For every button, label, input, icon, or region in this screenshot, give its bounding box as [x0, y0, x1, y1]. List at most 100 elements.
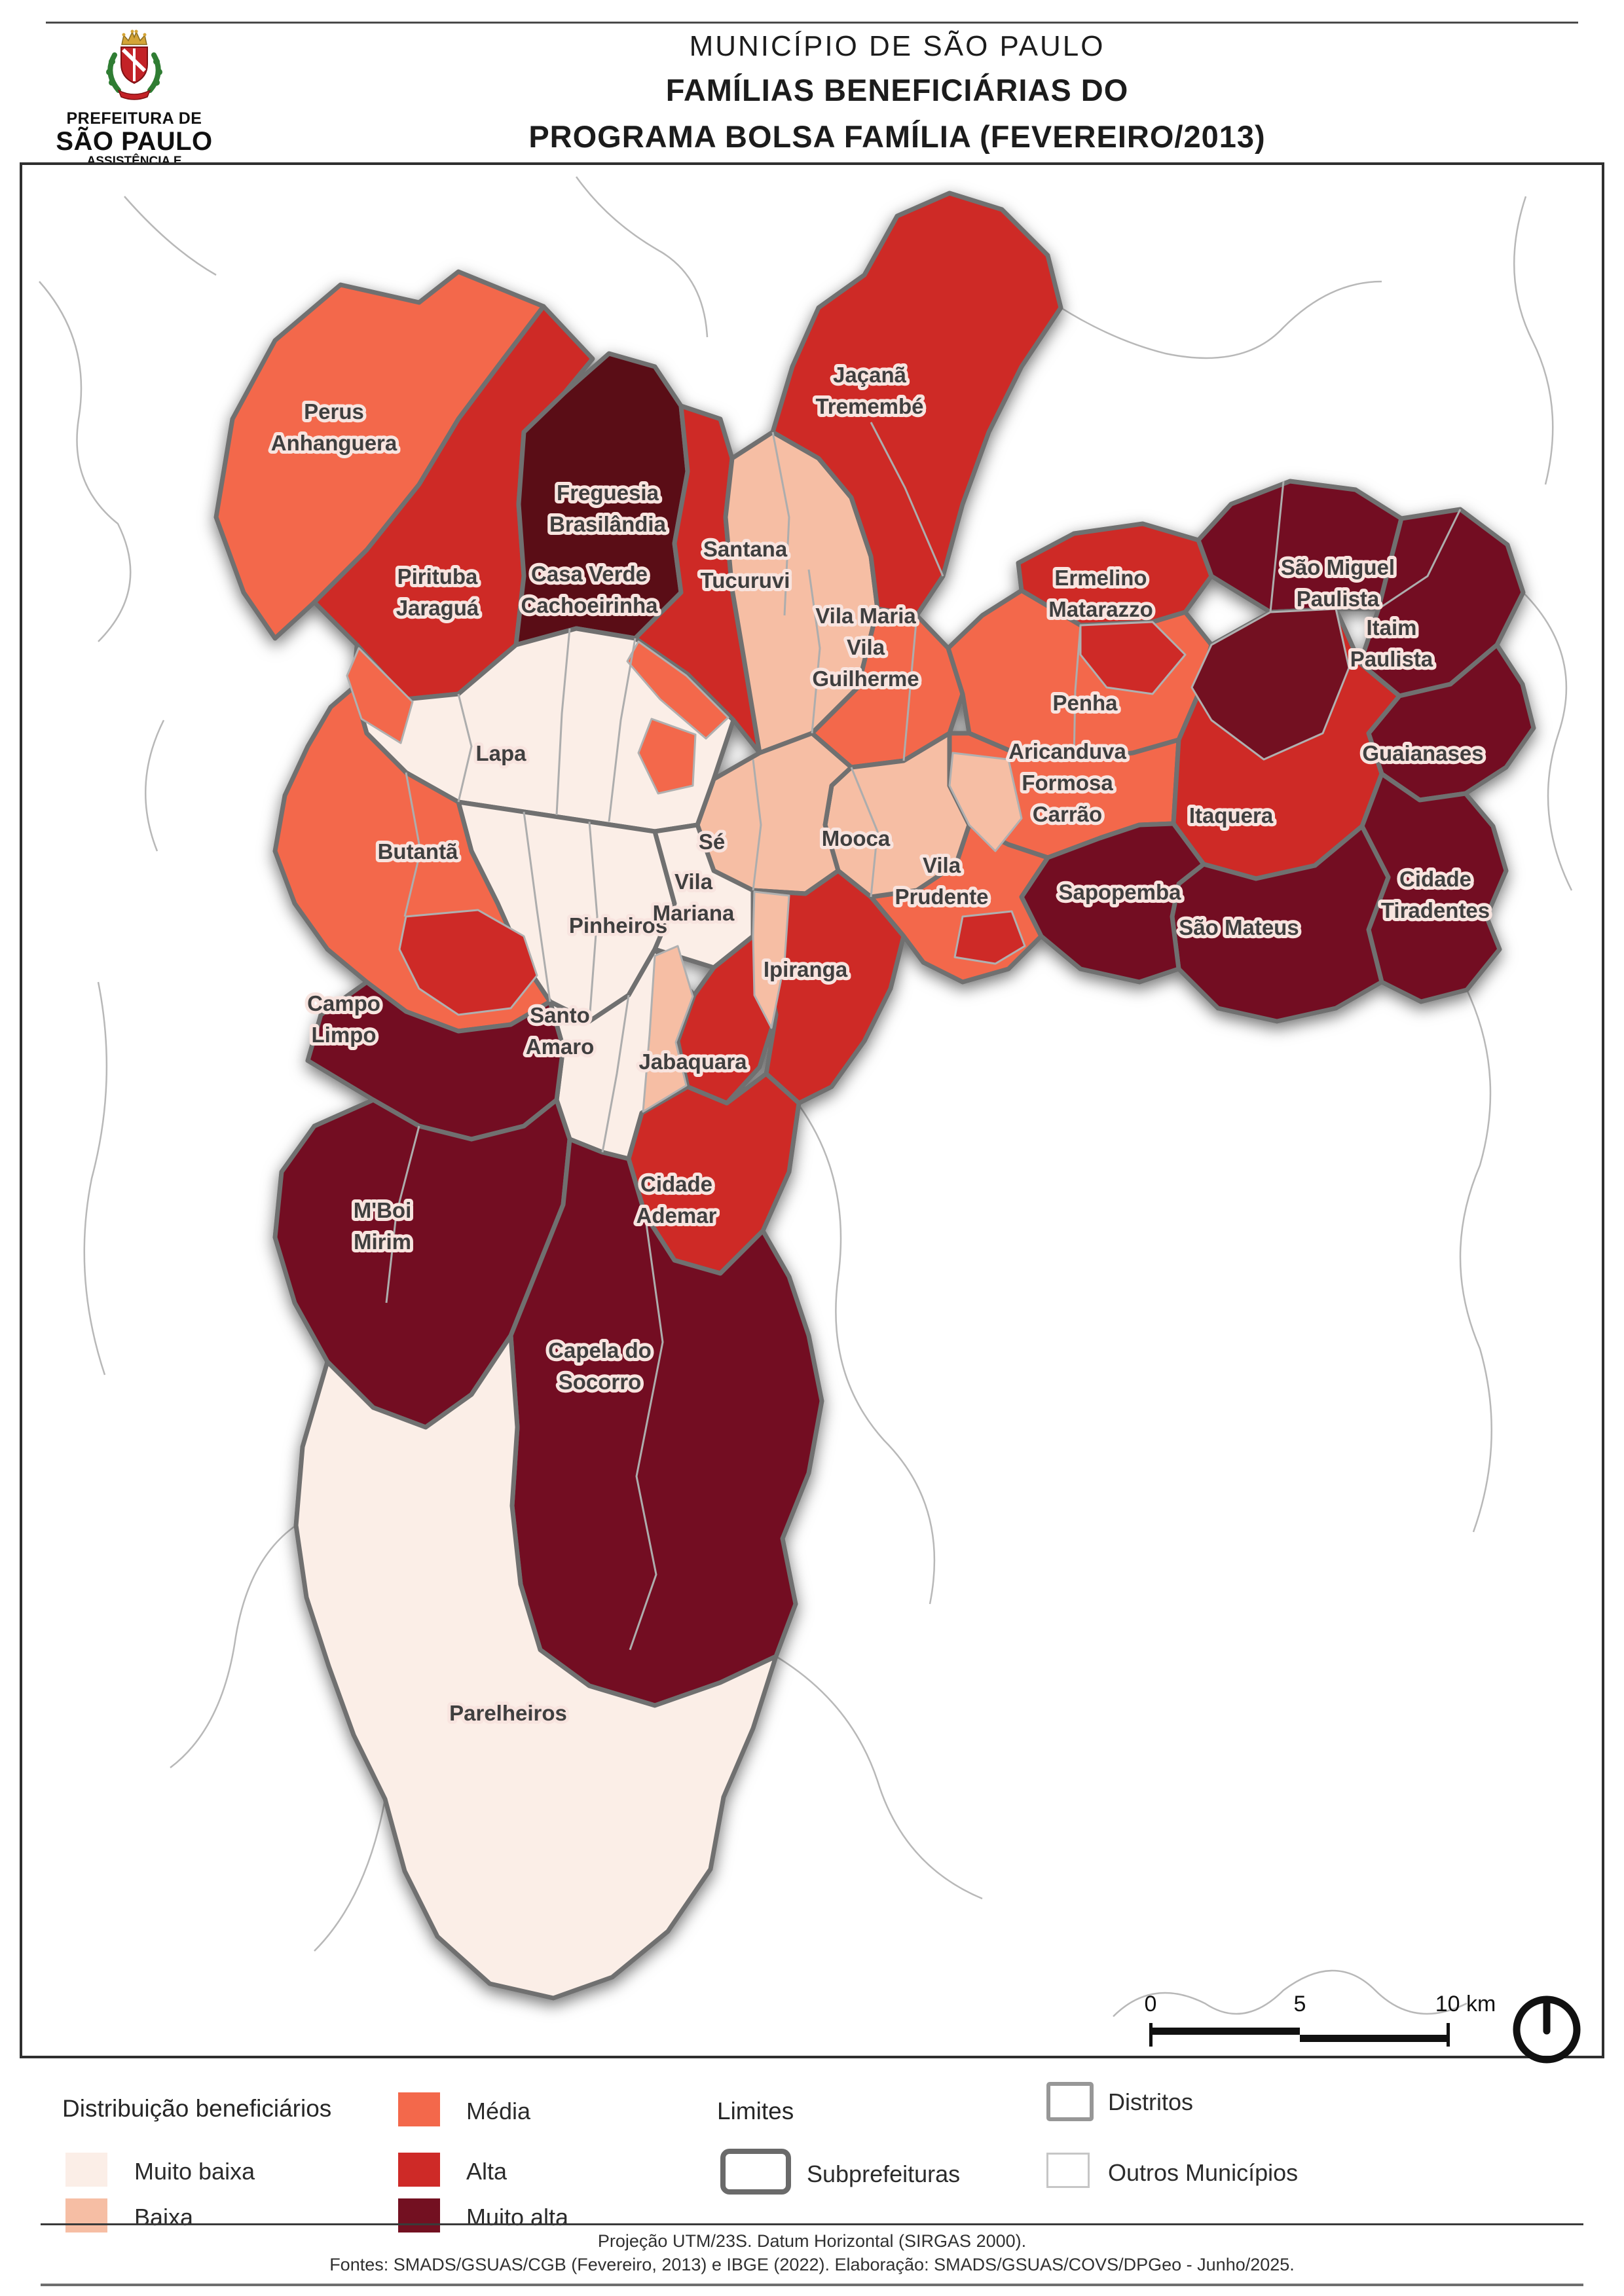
district-patch — [642, 945, 694, 1113]
region-label: Matarazzo — [1048, 597, 1153, 621]
region-label: Campo — [307, 991, 380, 1015]
legend-swatch-alta — [398, 2153, 440, 2187]
map-title-block: MUNICÍPIO DE SÃO PAULO FAMÍLIAS BENEFICI… — [216, 26, 1578, 160]
region-label: Lapa — [475, 741, 526, 765]
footer-divider-bottom — [41, 2284, 1583, 2286]
region-label: Sé — [699, 829, 725, 854]
footer-projection: Projeção UTM/23S. Datum Horizontal (SIRG… — [597, 2231, 1027, 2251]
legend-swatch-distritos — [1046, 2082, 1094, 2121]
region-label: Anhanguera — [271, 431, 397, 455]
district-boundaries — [385, 422, 1462, 1650]
region-jacana — [770, 191, 1063, 618]
legend-label-outros-municipios: Outros Municípios — [1108, 2159, 1299, 2186]
title-line-3: PROGRAMA BOLSA FAMÍLIA (FEVEREIRO/2013) — [528, 119, 1266, 154]
legend-swatch-outros-municipios — [1046, 2153, 1090, 2188]
region-label: Tiradentes — [1381, 898, 1490, 922]
region-label: Vila — [674, 869, 713, 894]
legend-swatch-baixa — [65, 2198, 107, 2232]
region-label: Penha — [1052, 691, 1118, 715]
region-label: Jaraguá — [396, 596, 479, 620]
region-label: Mirim — [354, 1230, 411, 1254]
legend-swatch-media — [398, 2092, 440, 2126]
region-label: Brasilândia — [549, 512, 667, 536]
region-label: Formosa — [1022, 771, 1113, 795]
region-label: Socorro — [559, 1370, 642, 1394]
legend-label-media: Média — [466, 2098, 531, 2124]
region-label: Sapopemba — [1058, 880, 1181, 904]
region-sapopemba — [1019, 821, 1206, 985]
region-label: Santo — [530, 1003, 590, 1027]
region-label: Limpo — [312, 1023, 377, 1047]
legend-label-distritos: Distritos — [1108, 2088, 1194, 2115]
legend-swatch-muito-alta — [398, 2198, 440, 2232]
region-label: Perus — [304, 399, 364, 424]
region-label: Paulista — [1350, 647, 1433, 671]
district-patch — [752, 890, 790, 1029]
legend-label-muito-baixa: Muito baixa — [134, 2158, 255, 2185]
legend-label-baixa: Baixa — [134, 2204, 194, 2231]
district-patch — [637, 718, 697, 795]
district-patch — [1190, 608, 1350, 761]
region-label: Parelheiros — [449, 1701, 567, 1725]
district-patch — [398, 909, 538, 1016]
scale-tick-5: 5 — [1294, 1992, 1306, 2016]
region-label: São Mateus — [1179, 915, 1299, 939]
region-label: Vila Maria — [815, 604, 916, 628]
region-label: Cidade — [640, 1172, 712, 1196]
region-label: Itaquera — [1189, 803, 1274, 828]
region-label: Mariana — [653, 901, 735, 925]
region-label: Ademar — [637, 1203, 717, 1228]
region-label: Cachoeirinha — [521, 593, 658, 617]
region-label: Jabaquara — [638, 1049, 747, 1074]
region-label: Amaro — [526, 1034, 595, 1059]
district-patch — [953, 910, 1026, 965]
legend-label-alta: Alta — [466, 2158, 507, 2185]
legend-label-subprefeituras: Subprefeituras — [807, 2160, 961, 2187]
scale-tick-10km: 10 km — [1435, 1992, 1496, 2016]
region-label: Pirituba — [397, 564, 478, 589]
region-label: Ipiranga — [764, 957, 848, 981]
footer-divider-top — [41, 2223, 1583, 2225]
region-label: Guilherme — [812, 666, 919, 691]
region-label: Ermelino — [1054, 566, 1147, 590]
region-label: Tremembé — [815, 394, 923, 418]
footer-sources: Fontes: SMADS/GSUAS/CGB (Fevereiro, 2013… — [329, 2255, 1295, 2274]
city-regions — [213, 191, 1536, 2001]
region-label: Pinheiros — [569, 913, 667, 938]
region-parelheiros — [293, 1333, 779, 2001]
legend-title: Distribuição beneficiários — [62, 2095, 332, 2122]
region-jabaquara — [675, 934, 779, 1106]
region-label: Butantã — [378, 839, 458, 864]
district-patch — [948, 752, 1023, 852]
scale-tick-0: 0 — [1145, 1992, 1157, 2016]
scale-bar: 0 5 10 km — [1145, 1992, 1496, 2047]
region-label: Prudente — [895, 884, 988, 909]
region-label: Paulista — [1297, 587, 1380, 611]
north-arrow-icon — [1513, 1995, 1581, 2064]
region-label: Itaim — [1366, 615, 1416, 640]
sao-paulo-crest-icon — [106, 29, 162, 100]
legend-swatch-subprefeituras — [720, 2149, 791, 2195]
header-divider — [46, 22, 1578, 24]
title-line-2: FAMÍLIAS BENEFICIÁRIAS DO — [665, 73, 1129, 107]
region-label: São Miguel — [1281, 555, 1395, 579]
region-labels: Perus Anhanguera Pirituba Jaraguá Freguesia B… — [268, 359, 1493, 1728]
region-label: Vila — [923, 853, 961, 877]
region-label: Santana — [703, 537, 788, 561]
title-line-1: MUNICÍPIO DE SÃO PAULO — [689, 30, 1105, 62]
region-label: Vila — [847, 635, 885, 659]
region-label: Guaianases — [1362, 741, 1483, 765]
district-patch — [626, 640, 729, 740]
district-patch — [1079, 621, 1187, 695]
logo-line-1: PREFEITURA DE — [66, 109, 202, 128]
region-label: M'Boi — [354, 1198, 412, 1222]
region-label: Carrão — [1033, 802, 1102, 826]
legend-limites-title: Limites — [717, 2098, 794, 2124]
outside-municipality-boundaries — [39, 176, 1573, 2017]
region-label: Cidade — [1399, 867, 1471, 891]
legend-swatch-muito-baixa — [65, 2153, 107, 2187]
region-label: Casa Verde — [531, 562, 648, 586]
region-label: Jaçanã — [833, 363, 907, 387]
